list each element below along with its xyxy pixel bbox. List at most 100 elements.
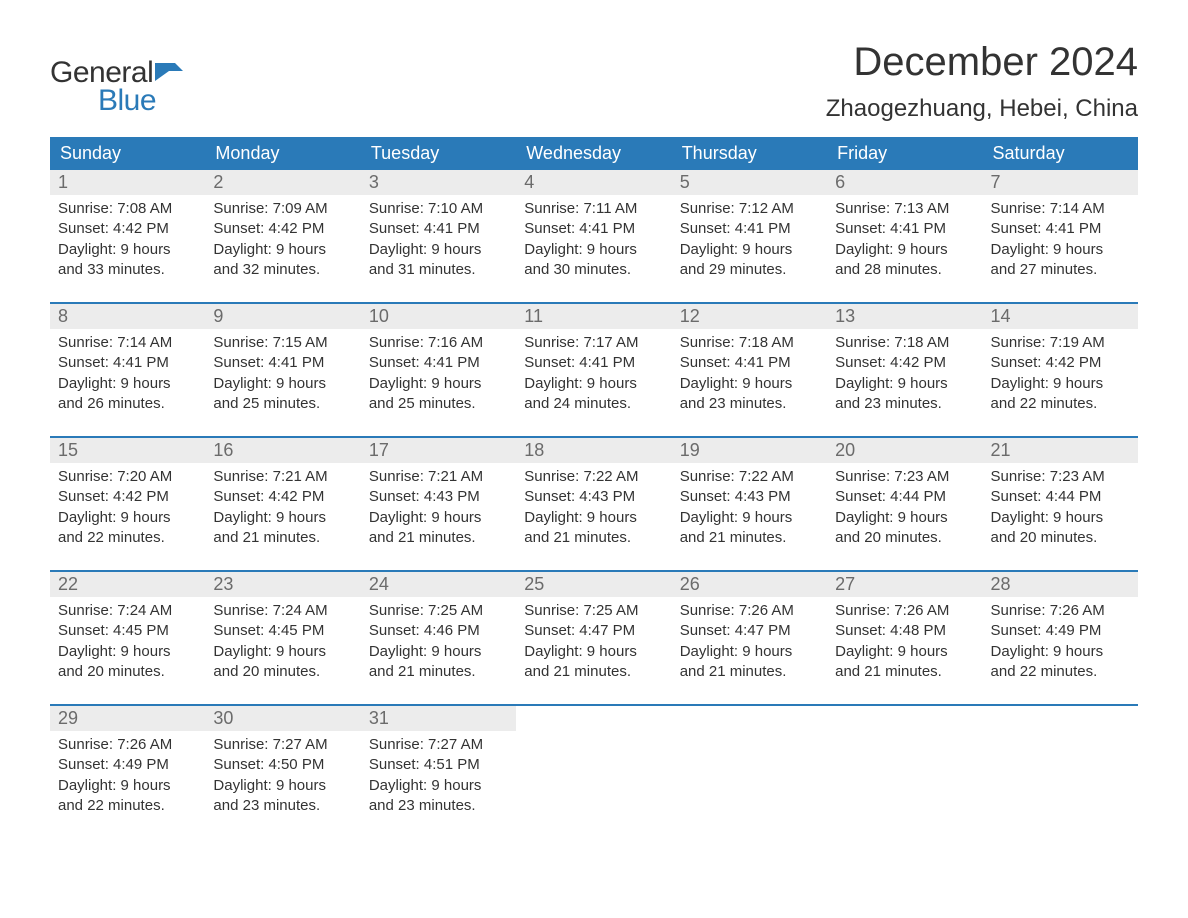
day-sunset: Sunset: 4:41 PM bbox=[680, 219, 819, 239]
day-sunset: Sunset: 4:41 PM bbox=[369, 219, 508, 239]
day-cell: 23Sunrise: 7:24 AMSunset: 4:45 PMDayligh… bbox=[205, 572, 360, 690]
day-sunset: Sunset: 4:48 PM bbox=[835, 621, 974, 641]
day-sunset: Sunset: 4:41 PM bbox=[524, 219, 663, 239]
day-cell: 1Sunrise: 7:08 AMSunset: 4:42 PMDaylight… bbox=[50, 170, 205, 288]
day-sunset: Sunset: 4:42 PM bbox=[213, 219, 352, 239]
day-body: Sunrise: 7:24 AMSunset: 4:45 PMDaylight:… bbox=[50, 597, 205, 690]
day-body: Sunrise: 7:20 AMSunset: 4:42 PMDaylight:… bbox=[50, 463, 205, 556]
month-title: December 2024 bbox=[826, 40, 1138, 85]
logo-flag-icon bbox=[155, 61, 183, 86]
day-sunrise: Sunrise: 7:10 AM bbox=[369, 199, 508, 219]
day-d1: Daylight: 9 hours bbox=[524, 642, 663, 662]
day-sunset: Sunset: 4:44 PM bbox=[835, 487, 974, 507]
date-number: 28 bbox=[983, 572, 1138, 597]
day-d1: Daylight: 9 hours bbox=[58, 508, 197, 528]
day-sunset: Sunset: 4:49 PM bbox=[58, 755, 197, 775]
day-d2: and 29 minutes. bbox=[680, 260, 819, 280]
day-d1: Daylight: 9 hours bbox=[58, 642, 197, 662]
date-number: 31 bbox=[361, 706, 516, 731]
day-body: Sunrise: 7:22 AMSunset: 4:43 PMDaylight:… bbox=[672, 463, 827, 556]
date-number: 27 bbox=[827, 572, 982, 597]
day-sunrise: Sunrise: 7:12 AM bbox=[680, 199, 819, 219]
day-header: Wednesday bbox=[516, 137, 671, 170]
day-header: Sunday bbox=[50, 137, 205, 170]
day-body: Sunrise: 7:26 AMSunset: 4:49 PMDaylight:… bbox=[50, 731, 205, 824]
day-cell: 3Sunrise: 7:10 AMSunset: 4:41 PMDaylight… bbox=[361, 170, 516, 288]
day-cell: 31Sunrise: 7:27 AMSunset: 4:51 PMDayligh… bbox=[361, 706, 516, 824]
day-sunset: Sunset: 4:45 PM bbox=[58, 621, 197, 641]
date-number: 21 bbox=[983, 438, 1138, 463]
day-d1: Daylight: 9 hours bbox=[991, 240, 1130, 260]
day-d1: Daylight: 9 hours bbox=[58, 776, 197, 796]
day-body: Sunrise: 7:23 AMSunset: 4:44 PMDaylight:… bbox=[983, 463, 1138, 556]
day-cell: 11Sunrise: 7:17 AMSunset: 4:41 PMDayligh… bbox=[516, 304, 671, 422]
day-d1: Daylight: 9 hours bbox=[991, 374, 1130, 394]
date-number: 8 bbox=[50, 304, 205, 329]
day-header: Saturday bbox=[983, 137, 1138, 170]
day-cell: 25Sunrise: 7:25 AMSunset: 4:47 PMDayligh… bbox=[516, 572, 671, 690]
day-d2: and 32 minutes. bbox=[213, 260, 352, 280]
day-d1: Daylight: 9 hours bbox=[991, 642, 1130, 662]
week-row: 22Sunrise: 7:24 AMSunset: 4:45 PMDayligh… bbox=[50, 570, 1138, 690]
day-sunrise: Sunrise: 7:26 AM bbox=[680, 601, 819, 621]
day-sunrise: Sunrise: 7:26 AM bbox=[58, 735, 197, 755]
day-d1: Daylight: 9 hours bbox=[58, 240, 197, 260]
day-d2: and 21 minutes. bbox=[524, 528, 663, 548]
day-d2: and 30 minutes. bbox=[524, 260, 663, 280]
day-sunrise: Sunrise: 7:24 AM bbox=[213, 601, 352, 621]
date-number: 15 bbox=[50, 438, 205, 463]
day-sunset: Sunset: 4:41 PM bbox=[58, 353, 197, 373]
day-body: Sunrise: 7:12 AMSunset: 4:41 PMDaylight:… bbox=[672, 195, 827, 288]
date-number: 7 bbox=[983, 170, 1138, 195]
date-number: 6 bbox=[827, 170, 982, 195]
day-d2: and 22 minutes. bbox=[991, 394, 1130, 414]
day-cell: 19Sunrise: 7:22 AMSunset: 4:43 PMDayligh… bbox=[672, 438, 827, 556]
day-d1: Daylight: 9 hours bbox=[835, 240, 974, 260]
date-number: 16 bbox=[205, 438, 360, 463]
date-number: 20 bbox=[827, 438, 982, 463]
logo-text-blue: Blue bbox=[98, 84, 156, 118]
location-text: Zhaogezhuang, Hebei, China bbox=[826, 95, 1138, 123]
day-sunset: Sunset: 4:45 PM bbox=[213, 621, 352, 641]
date-number: 2 bbox=[205, 170, 360, 195]
day-body: Sunrise: 7:23 AMSunset: 4:44 PMDaylight:… bbox=[827, 463, 982, 556]
day-sunset: Sunset: 4:43 PM bbox=[680, 487, 819, 507]
day-body: Sunrise: 7:14 AMSunset: 4:41 PMDaylight:… bbox=[50, 329, 205, 422]
week-row: 8Sunrise: 7:14 AMSunset: 4:41 PMDaylight… bbox=[50, 302, 1138, 422]
day-d2: and 21 minutes. bbox=[680, 662, 819, 682]
day-sunset: Sunset: 4:50 PM bbox=[213, 755, 352, 775]
day-cell: 17Sunrise: 7:21 AMSunset: 4:43 PMDayligh… bbox=[361, 438, 516, 556]
title-block: December 2024 Zhaogezhuang, Hebei, China bbox=[826, 40, 1138, 123]
day-d2: and 21 minutes. bbox=[835, 662, 974, 682]
day-body: Sunrise: 7:10 AMSunset: 4:41 PMDaylight:… bbox=[361, 195, 516, 288]
day-sunset: Sunset: 4:42 PM bbox=[991, 353, 1130, 373]
day-sunset: Sunset: 4:43 PM bbox=[524, 487, 663, 507]
day-sunrise: Sunrise: 7:23 AM bbox=[835, 467, 974, 487]
day-cell: 20Sunrise: 7:23 AMSunset: 4:44 PMDayligh… bbox=[827, 438, 982, 556]
day-d1: Daylight: 9 hours bbox=[369, 776, 508, 796]
day-sunrise: Sunrise: 7:23 AM bbox=[991, 467, 1130, 487]
day-d1: Daylight: 9 hours bbox=[213, 776, 352, 796]
day-cell: 22Sunrise: 7:24 AMSunset: 4:45 PMDayligh… bbox=[50, 572, 205, 690]
day-sunset: Sunset: 4:44 PM bbox=[991, 487, 1130, 507]
day-body: Sunrise: 7:18 AMSunset: 4:42 PMDaylight:… bbox=[827, 329, 982, 422]
day-sunrise: Sunrise: 7:24 AM bbox=[58, 601, 197, 621]
day-d1: Daylight: 9 hours bbox=[524, 374, 663, 394]
date-number: 19 bbox=[672, 438, 827, 463]
day-sunrise: Sunrise: 7:14 AM bbox=[991, 199, 1130, 219]
day-body: Sunrise: 7:13 AMSunset: 4:41 PMDaylight:… bbox=[827, 195, 982, 288]
day-sunrise: Sunrise: 7:09 AM bbox=[213, 199, 352, 219]
day-body: Sunrise: 7:21 AMSunset: 4:42 PMDaylight:… bbox=[205, 463, 360, 556]
day-body: Sunrise: 7:25 AMSunset: 4:47 PMDaylight:… bbox=[516, 597, 671, 690]
day-sunrise: Sunrise: 7:08 AM bbox=[58, 199, 197, 219]
day-body: Sunrise: 7:18 AMSunset: 4:41 PMDaylight:… bbox=[672, 329, 827, 422]
day-d1: Daylight: 9 hours bbox=[835, 642, 974, 662]
day-d2: and 20 minutes. bbox=[58, 662, 197, 682]
day-d1: Daylight: 9 hours bbox=[213, 240, 352, 260]
day-body: Sunrise: 7:27 AMSunset: 4:50 PMDaylight:… bbox=[205, 731, 360, 824]
day-sunset: Sunset: 4:49 PM bbox=[991, 621, 1130, 641]
day-sunrise: Sunrise: 7:17 AM bbox=[524, 333, 663, 353]
date-number: 24 bbox=[361, 572, 516, 597]
day-d2: and 25 minutes. bbox=[369, 394, 508, 414]
day-sunrise: Sunrise: 7:27 AM bbox=[213, 735, 352, 755]
